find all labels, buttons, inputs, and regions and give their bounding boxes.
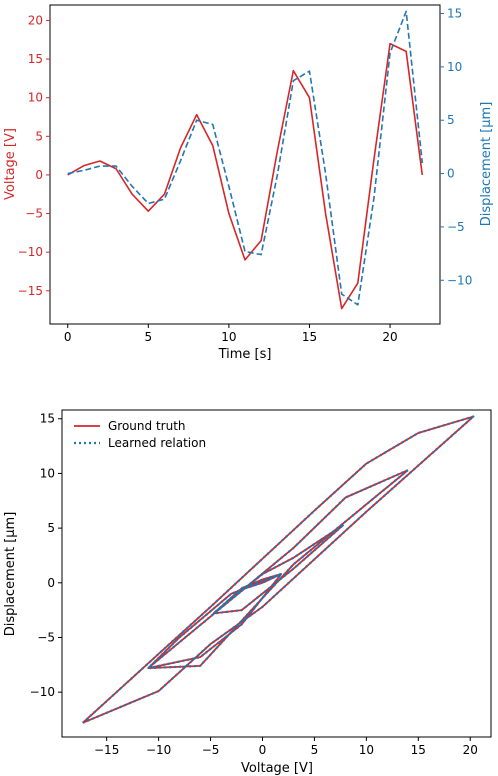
x-tick-label-bottom: 5: [311, 743, 319, 757]
y-tick-label-left: −15: [18, 284, 43, 298]
x-tick-label-bottom: 10: [359, 743, 374, 757]
legend-label-learned-relation: Learned relation: [108, 436, 206, 450]
y-tick-label-right: 15: [447, 7, 462, 21]
time-series-chart: 0 5 10 15 20 −15 −10 −5 0 5 10 15 20 −10 −5 0 5 10 15 Ti…: [3, 4, 494, 362]
hysteresis-chart: −15 −10 −5 0 5 10 15 20 −10 −5 0 5 10 15 Voltage [V]…: [3, 409, 492, 776]
ground-truth-minor-loop-3: [147, 573, 283, 669]
y-tick-label-bottom: 15: [40, 412, 55, 426]
voltage-line: [67, 42, 424, 310]
y-tick-label-left: 20: [28, 13, 43, 27]
y-tick-label-left: −5: [25, 207, 43, 221]
ground-truth-minor-loop-4: [147, 469, 409, 670]
x-tick-label-bottom: −15: [94, 743, 119, 757]
x-tick-label-top: 20: [382, 330, 397, 344]
x-axis-label-top: Time [s]: [218, 347, 272, 362]
y-tick-label-left: 5: [35, 129, 43, 143]
y-tick-label-right: −5: [447, 220, 465, 234]
x-tick-label-bottom: 20: [463, 743, 478, 757]
displacement-line: [67, 10, 424, 306]
y-tick-label-left: 0: [35, 168, 43, 182]
x-tick-label-top: 10: [221, 330, 236, 344]
x-tick-label-top: 15: [302, 330, 317, 344]
y-tick-label-bottom: −5: [37, 630, 55, 644]
y-tick-label-bottom: 5: [47, 521, 55, 535]
learned-relation-outer-loop: [82, 415, 475, 724]
y-tick-label-right: −10: [447, 273, 472, 287]
legend-label-ground-truth: Ground truth: [108, 419, 186, 433]
x-tick-label-bottom: 0: [259, 743, 267, 757]
learned-relation-minor-loop-3: [147, 572, 283, 670]
x-tick-label-bottom: −10: [146, 743, 171, 757]
x-tick-label-top: 0: [64, 330, 72, 344]
plot-area-bottom: [61, 409, 492, 738]
y-tick-label-right: 10: [447, 60, 462, 74]
y-tick-label-bottom: 0: [47, 576, 55, 590]
y-axis-label-bottom: Displacement [μm]: [3, 512, 18, 637]
y-tick-label-right: 5: [447, 113, 455, 127]
plot-area-top: [49, 4, 441, 325]
y-tick-label-left: 10: [28, 91, 43, 105]
legend: Ground truth Learned relation: [74, 419, 206, 450]
y-tick-label-bottom: 10: [40, 466, 55, 480]
y-tick-label-bottom: −10: [30, 685, 55, 699]
x-tick-label-bottom: −5: [202, 743, 220, 757]
learned-relation-minor-loop-4: [147, 469, 409, 670]
y-axis-label-left: Voltage [V]: [3, 128, 18, 200]
x-tick-label-bottom: 15: [411, 743, 426, 757]
x-tick-label-top: 5: [144, 330, 152, 344]
x-axis-label-bottom: Voltage [V]: [241, 761, 313, 776]
y-axis-label-right: Displacement [μm]: [479, 102, 494, 227]
y-tick-label-left: 15: [28, 52, 43, 66]
y-tick-label-left: −10: [18, 245, 43, 259]
ground-truth-outer-loop: [82, 415, 475, 724]
y-tick-label-right: 0: [447, 167, 455, 181]
